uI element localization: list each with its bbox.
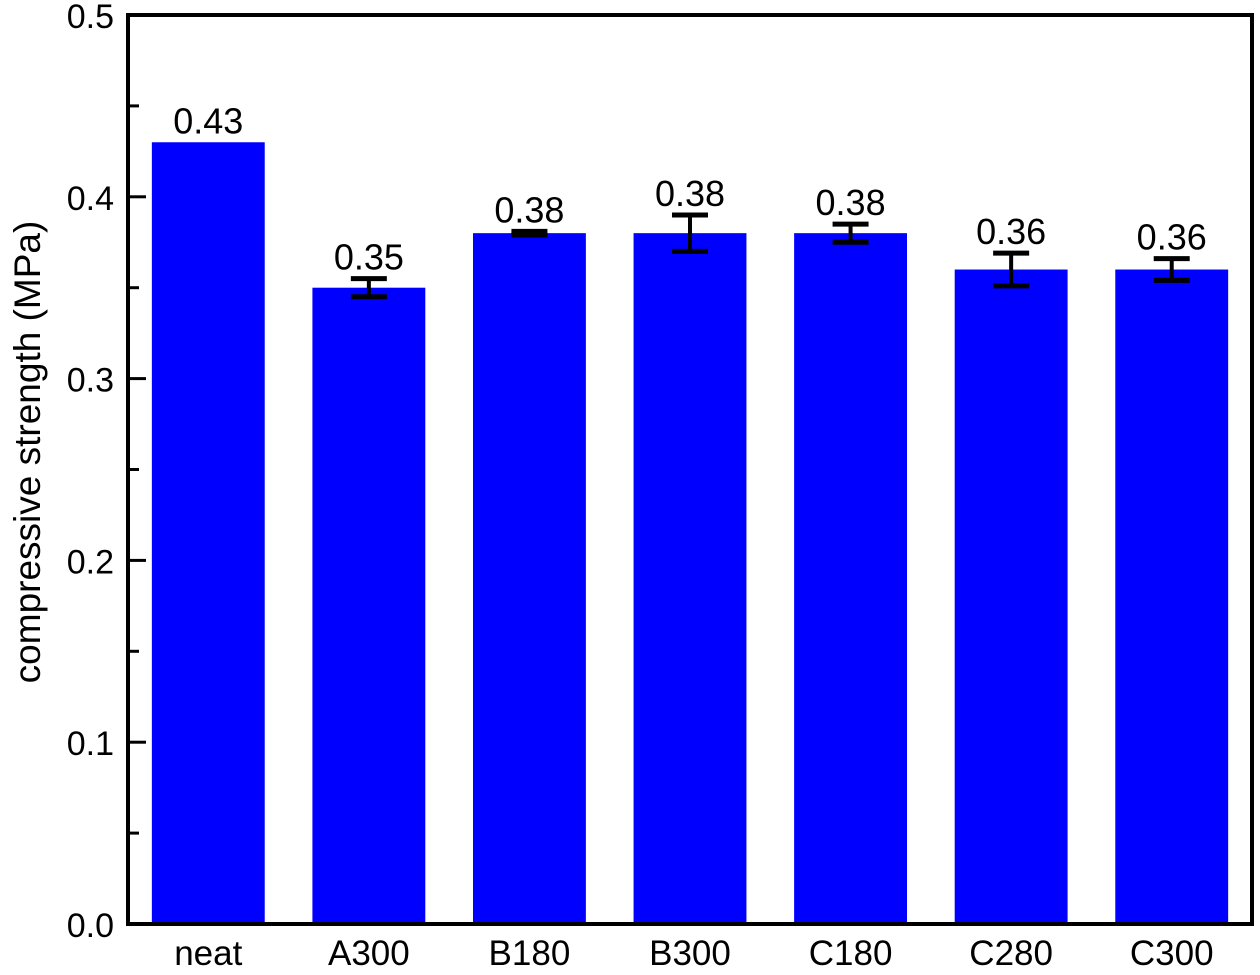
y-tick-label: 0.1 <box>67 725 114 763</box>
bars-layer <box>151 142 1229 924</box>
y-tick-label: 0.5 <box>67 0 114 36</box>
bar-value-label-neat: 0.43 <box>173 100 243 141</box>
bar-value-label-B300: 0.38 <box>655 173 725 214</box>
bar-value-label-B180: 0.38 <box>494 189 564 230</box>
bar-neat <box>151 142 265 924</box>
labels-layer: 0.43 neat 0.35 A300 0.38 B180 0.38 B300 0.38 C180… <box>67 0 1214 973</box>
bar-C300 <box>1115 269 1229 924</box>
x-tick-label-neat: neat <box>174 934 242 973</box>
bar-value-label-A300: 0.35 <box>334 237 404 278</box>
y-tick-label: 0.3 <box>67 362 114 400</box>
x-tick-label-C180: C180 <box>809 934 893 973</box>
bar-value-label-C180: 0.38 <box>816 182 886 223</box>
x-tick-label-A300: A300 <box>328 934 410 973</box>
bar-B300 <box>633 233 747 924</box>
bar-C180 <box>794 233 908 924</box>
x-tick-label-B300: B300 <box>649 934 731 973</box>
bar-A300 <box>312 287 426 924</box>
x-tick-label-C300: C300 <box>1130 934 1214 973</box>
y-tick-label: 0.4 <box>67 180 114 218</box>
bar-C280 <box>954 269 1068 924</box>
y-tick-label: 0.0 <box>67 907 114 945</box>
y-axis-title: compressive strength (MPa) <box>7 221 48 684</box>
x-tick-label-C280: C280 <box>969 934 1053 973</box>
error-bars-layer <box>350 212 1190 300</box>
bar-value-label-C300: 0.36 <box>1137 217 1207 258</box>
bar-B180 <box>472 233 586 924</box>
axes-layer <box>126 13 1254 926</box>
y-tick-label: 0.2 <box>67 543 114 581</box>
bar-value-label-C280: 0.36 <box>976 211 1046 252</box>
x-tick-label-B180: B180 <box>489 934 571 973</box>
plot-frame <box>126 13 1254 926</box>
